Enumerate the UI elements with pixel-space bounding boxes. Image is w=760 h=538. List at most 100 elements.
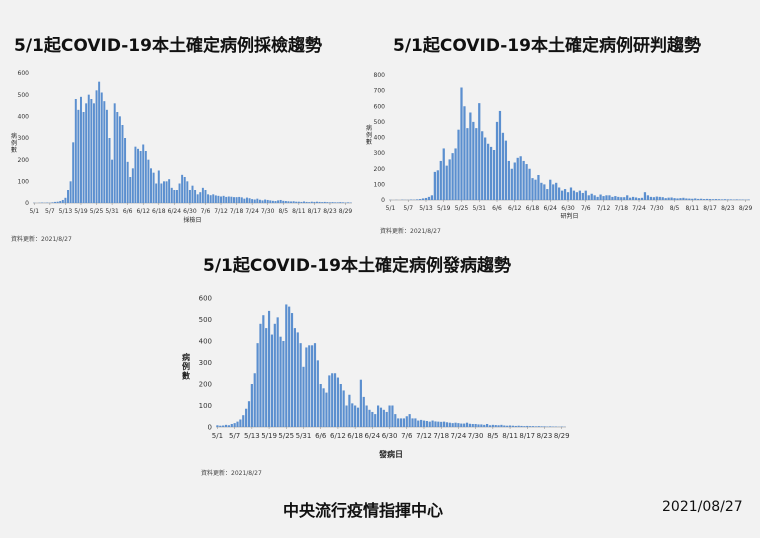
bar xyxy=(290,313,294,427)
bar xyxy=(537,175,540,200)
x-tick-label: 6/24 xyxy=(544,205,558,212)
x-axis-label: 研判日 xyxy=(560,212,578,220)
bar xyxy=(204,190,207,203)
bar-group xyxy=(389,87,750,201)
bar xyxy=(230,196,233,203)
bar xyxy=(295,201,298,203)
bar xyxy=(339,202,342,203)
bar xyxy=(242,415,245,427)
bar xyxy=(290,201,293,203)
bar xyxy=(552,184,555,201)
bar xyxy=(549,426,552,427)
bar xyxy=(253,373,256,427)
bar xyxy=(491,424,494,427)
bar xyxy=(575,192,579,200)
bar xyxy=(224,424,228,427)
bar xyxy=(495,121,499,201)
bar xyxy=(51,202,54,203)
bar xyxy=(448,422,451,427)
x-tick-label: 6/12 xyxy=(508,205,522,212)
x-tick-label: 8/17 xyxy=(308,208,322,215)
bar xyxy=(519,156,522,200)
x-tick-label: 7/12 xyxy=(597,205,611,212)
x-tick-label: 8/11 xyxy=(686,205,700,212)
bar xyxy=(629,197,632,200)
bar xyxy=(608,195,611,200)
bar xyxy=(478,103,481,201)
bar xyxy=(691,198,694,200)
bar xyxy=(661,197,664,200)
bar xyxy=(379,407,383,427)
bar xyxy=(328,375,331,427)
source-note-onset: 資料更新：2021/8/27 xyxy=(201,470,262,477)
bar xyxy=(581,192,584,200)
bar xyxy=(64,197,67,203)
bar xyxy=(440,421,443,427)
bar xyxy=(451,423,454,427)
bar xyxy=(694,198,697,200)
bar xyxy=(191,185,194,203)
bar xyxy=(563,189,567,200)
bar xyxy=(714,199,718,200)
bar xyxy=(475,128,478,201)
x-tick-label: 8/23 xyxy=(537,432,553,440)
bar xyxy=(549,179,552,200)
bar xyxy=(682,197,685,200)
bar xyxy=(201,187,204,203)
bar xyxy=(442,421,446,428)
bar xyxy=(235,197,238,203)
bar xyxy=(341,202,344,203)
bar xyxy=(560,190,564,201)
bar xyxy=(457,423,460,427)
bar xyxy=(67,190,69,203)
bar xyxy=(209,195,212,203)
bar xyxy=(95,90,98,203)
x-tick-label: 5/13 xyxy=(244,432,260,440)
bar xyxy=(596,196,599,201)
y-tick-label: 100 xyxy=(18,178,30,185)
bar xyxy=(256,343,259,427)
bar xyxy=(415,199,419,201)
bar xyxy=(92,103,95,203)
bar xyxy=(503,425,506,427)
bar xyxy=(646,195,650,200)
bar xyxy=(219,425,222,427)
bar xyxy=(431,420,434,427)
bar xyxy=(382,409,385,427)
bar xyxy=(652,197,655,200)
bar xyxy=(277,200,280,203)
bar xyxy=(474,423,477,427)
x-tick-label: 7/6 xyxy=(201,208,211,215)
x-tick-label: 8/5 xyxy=(487,432,498,440)
bar xyxy=(634,197,638,200)
bar xyxy=(336,377,340,427)
bar xyxy=(279,336,282,427)
bar xyxy=(287,201,290,203)
y-tick-label: 500 xyxy=(374,119,386,126)
bar xyxy=(498,110,502,200)
bar xyxy=(427,196,431,201)
bar xyxy=(507,160,510,200)
bar xyxy=(56,201,59,203)
bar xyxy=(239,419,242,427)
bar xyxy=(292,201,295,203)
bar xyxy=(305,347,308,427)
bar xyxy=(256,198,259,203)
bar xyxy=(326,202,329,203)
bar xyxy=(420,419,423,427)
bar xyxy=(436,170,439,200)
bar xyxy=(434,421,437,427)
bar xyxy=(534,179,537,200)
bar xyxy=(468,423,471,427)
bar xyxy=(703,199,706,200)
bar xyxy=(472,121,475,201)
bar xyxy=(457,129,460,200)
bar xyxy=(168,179,171,203)
bar xyxy=(233,423,236,427)
bar xyxy=(501,132,505,200)
chart-title-onset: 5/1起COVID-19本土確定病例發病趨勢 xyxy=(203,256,511,276)
bar xyxy=(411,418,414,427)
y-axis-label: 病例數 xyxy=(366,124,372,146)
